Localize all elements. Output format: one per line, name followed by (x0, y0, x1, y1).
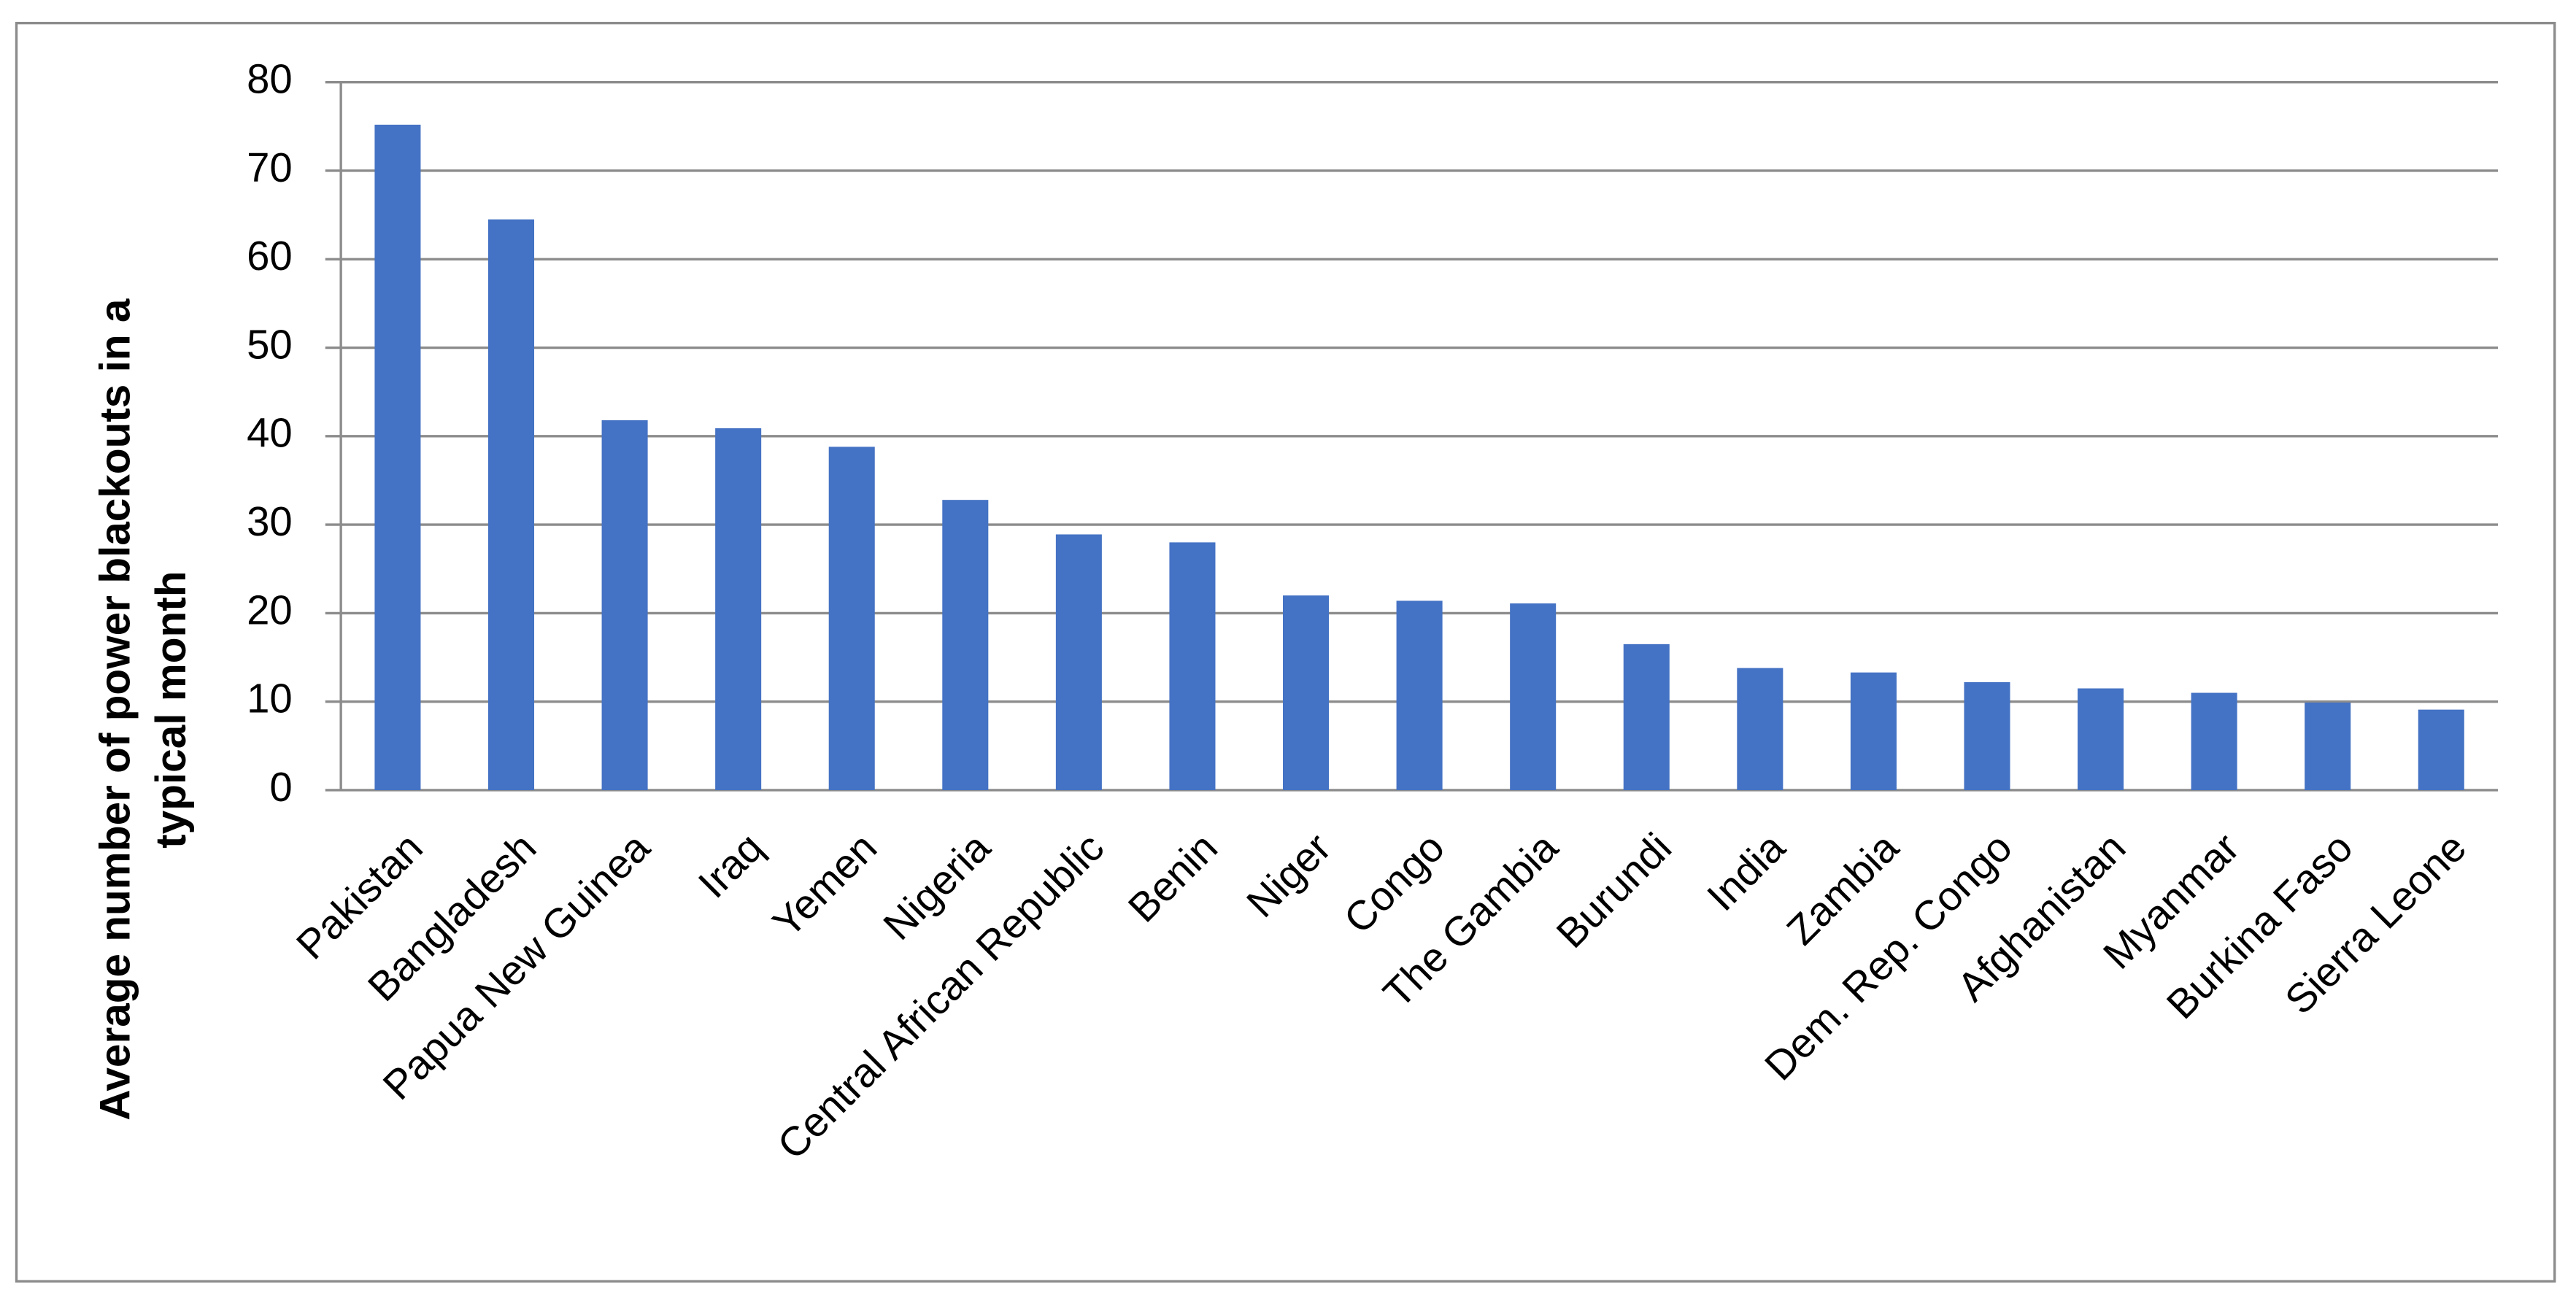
y-tick-label: 70 (247, 144, 293, 190)
bar (1396, 600, 1443, 790)
y-tick-label: 20 (247, 587, 293, 633)
bar (374, 124, 421, 790)
y-tick-label: 60 (247, 233, 293, 279)
y-axis-title: Average number of power blackouts in a t… (92, 298, 196, 1121)
bar (1623, 644, 1670, 790)
y-tick-label: 40 (247, 410, 293, 456)
bar (942, 500, 989, 790)
y-tick-label: 10 (247, 676, 293, 722)
bar (1737, 668, 1783, 790)
bar (2305, 702, 2351, 790)
bar (1510, 603, 1557, 790)
bar (1055, 534, 1102, 790)
bar (1964, 682, 2010, 790)
bar (601, 420, 648, 790)
bar (2418, 709, 2464, 790)
bar (715, 428, 762, 790)
bar (2191, 692, 2237, 790)
y-tick-label: 0 (269, 764, 292, 810)
bar (2078, 688, 2124, 790)
bar (1850, 672, 1897, 790)
y-tick-label: 30 (247, 498, 293, 544)
y-tick-label: 80 (247, 56, 293, 102)
bar (487, 219, 535, 790)
bar (1169, 542, 1216, 790)
y-axis-title-line: typical month (147, 571, 195, 848)
bar (1283, 595, 1330, 790)
y-axis-title-line: Average number of power blackouts in a (92, 298, 139, 1121)
bar (828, 447, 875, 790)
y-tick-label: 50 (247, 321, 293, 367)
